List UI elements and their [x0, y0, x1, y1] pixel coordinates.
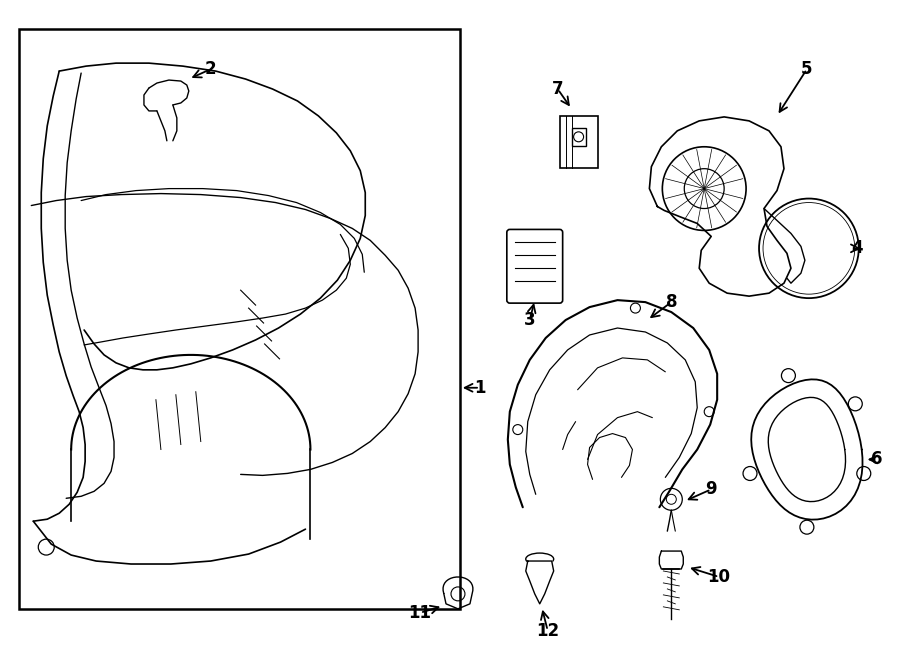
- Text: 8: 8: [666, 293, 677, 311]
- Text: 1: 1: [474, 379, 486, 397]
- Text: 2: 2: [205, 60, 217, 78]
- Bar: [572, 128, 586, 146]
- Text: 3: 3: [524, 311, 536, 329]
- Text: 11: 11: [409, 603, 432, 622]
- Text: 10: 10: [707, 568, 731, 586]
- Polygon shape: [526, 561, 554, 604]
- Text: 4: 4: [850, 239, 862, 257]
- Text: 7: 7: [552, 80, 563, 98]
- Bar: [560, 116, 598, 168]
- Bar: [19, 29, 460, 609]
- Text: 9: 9: [706, 481, 717, 498]
- Text: 6: 6: [871, 450, 882, 469]
- Text: 12: 12: [536, 622, 559, 640]
- Text: 5: 5: [801, 60, 813, 78]
- FancyBboxPatch shape: [507, 229, 562, 303]
